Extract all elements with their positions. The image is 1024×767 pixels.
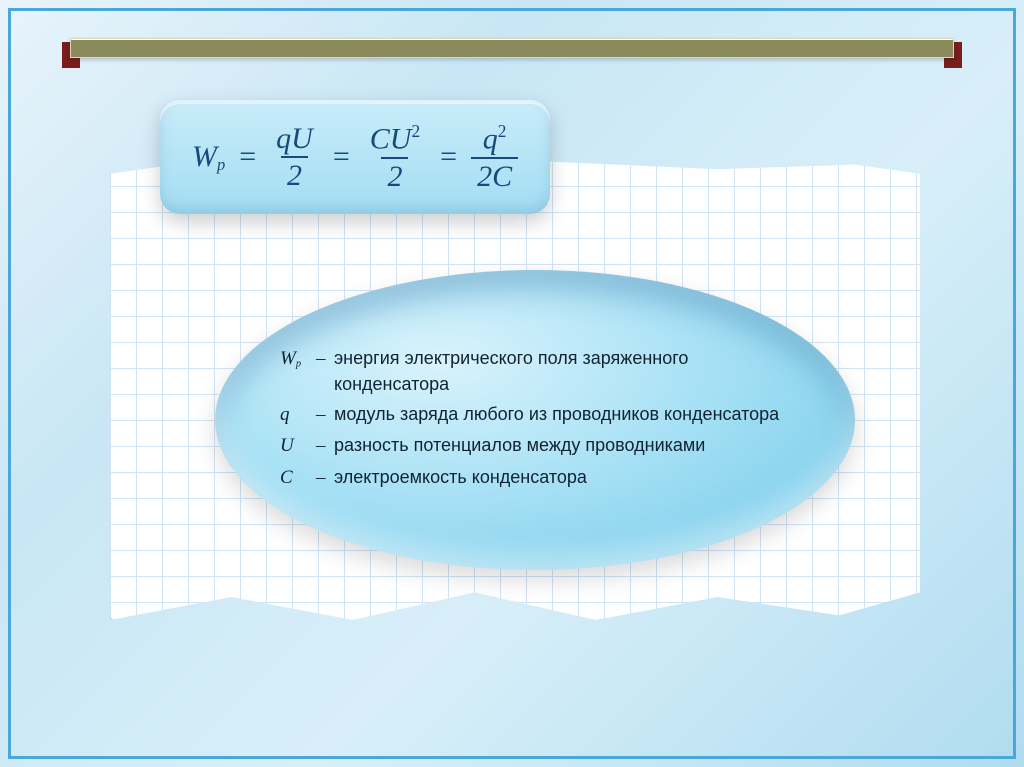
frac3-num-sup: 2 — [498, 121, 507, 141]
def-sym-U: U — [280, 432, 316, 460]
def-text-U: разность потенциалов между проводниками — [334, 432, 790, 458]
def-row-Wp: Wp – энергия электрического поля заряжен… — [280, 345, 790, 397]
energy-formula: Wp = qU 2 = CU2 2 = q2 2C — [192, 122, 518, 192]
fraction-3: q2 2C — [471, 122, 518, 192]
def-dash-3: – — [316, 464, 334, 492]
def-text-Wp: энергия электрического поля заряженного … — [334, 345, 790, 397]
def-sym-q: q — [280, 401, 316, 429]
def-sym-C: C — [280, 464, 316, 492]
def-text-C: электроемкость конденсатора — [334, 464, 790, 490]
equals-2: = — [333, 140, 350, 174]
definitions-ellipse: Wp – энергия электрического поля заряжен… — [215, 270, 855, 570]
def-C-base: C — [280, 467, 293, 488]
def-row-U: U – разность потенциалов между проводник… — [280, 432, 790, 460]
topbar-decorative — [70, 38, 954, 58]
formula-lhs: Wp — [192, 140, 225, 175]
def-sym-Wp: Wp — [280, 345, 316, 373]
def-q-base: q — [280, 404, 290, 425]
def-dash-0: – — [316, 345, 334, 373]
frac2-den: 2 — [381, 157, 408, 193]
frac1-num: qU — [270, 123, 319, 157]
def-text-q: модуль заряда любого из проводников конд… — [334, 401, 790, 427]
def-row-q: q – модуль заряда любого из проводников … — [280, 401, 790, 429]
frac3-num: q2 — [477, 122, 513, 157]
frac2-num-base: CU — [370, 122, 412, 155]
sym-W-sub: p — [217, 155, 225, 174]
frac2-num-sup: 2 — [411, 121, 420, 141]
definitions-list: Wp – энергия электрического поля заряжен… — [280, 345, 790, 496]
fraction-1: qU 2 — [270, 123, 319, 192]
frac2-num: CU2 — [364, 122, 426, 157]
def-dash-2: – — [316, 432, 334, 460]
sym-W: W — [192, 140, 217, 173]
def-U-base: U — [280, 435, 294, 456]
equals-3: = — [440, 140, 457, 174]
formula-card: Wp = qU 2 = CU2 2 = q2 2C — [160, 100, 550, 214]
def-Wp-base: W — [280, 348, 296, 369]
frac3-num-base: q — [483, 122, 498, 155]
def-dash-1: – — [316, 401, 334, 429]
frac3-den: 2C — [471, 157, 518, 193]
frac1-den: 2 — [281, 156, 308, 192]
def-Wp-sub: p — [296, 358, 301, 369]
equals-1: = — [239, 140, 256, 174]
fraction-2: CU2 2 — [364, 122, 426, 192]
def-row-C: C – электроемкость конденсатора — [280, 464, 790, 492]
